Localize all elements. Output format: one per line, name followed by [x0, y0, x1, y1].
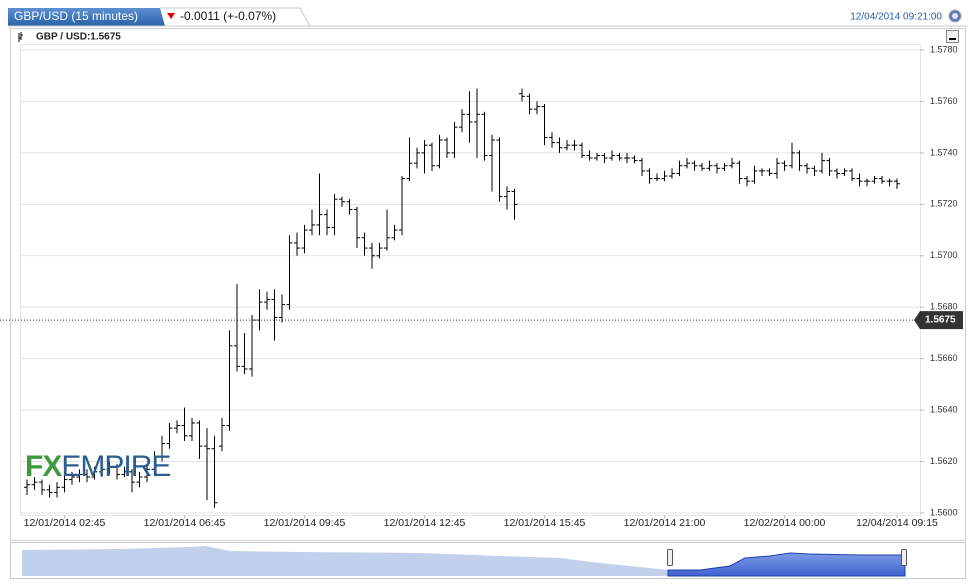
y-tick-label: 1.5780 [930, 44, 958, 54]
y-tick-label: 1.5700 [930, 250, 958, 260]
series-label: GBP / USD:1.5675 [36, 32, 121, 43]
title-tab[interactable] [8, 8, 165, 26]
navigator-handle[interactable] [667, 549, 673, 566]
change: -0.0011 (+-0.07%) [180, 9, 276, 23]
x-tick-label: 12/01/2014 12:45 [384, 517, 466, 529]
plot-area [20, 44, 921, 516]
y-tick-label: 1.5600 [930, 507, 958, 517]
minimize-button[interactable] [946, 30, 959, 43]
navigator-history [22, 546, 668, 576]
logo: FXEMPIRE [25, 450, 170, 483]
chart-title: GBP/USD (15 minutes) [14, 9, 138, 23]
y-tick-label: 1.5680 [930, 302, 958, 312]
down-arrow [167, 13, 175, 19]
y-tick-label: 1.5640 [930, 404, 958, 414]
x-tick-label: 12/04/2014 09:15 [856, 517, 938, 529]
navigator-handle[interactable] [901, 549, 907, 566]
logo-suffix: EMPIRE [61, 450, 170, 483]
x-tick-label: 12/01/2014 06:45 [144, 517, 226, 529]
ohlc-icon [18, 32, 23, 42]
timestamp: 12/04/2014 09:21:00 [850, 12, 942, 23]
x-tick-label: 12/02/2014 00:00 [744, 517, 826, 529]
x-tick-label: 12/01/2014 15:45 [504, 517, 586, 529]
status-icon-dot [952, 13, 958, 19]
last-price-badge [914, 311, 963, 330]
y-tick-label: 1.5720 [930, 199, 958, 209]
x-tick-label: 12/01/2014 09:45 [264, 517, 346, 529]
x-tick-label: 12/01/2014 02:45 [24, 517, 106, 529]
last-price-label: 1.5675 [925, 315, 956, 326]
y-tick-label: 1.5620 [930, 456, 958, 466]
x-tick-label: 12/01/2014 21:00 [624, 517, 706, 529]
y-tick-label: 1.5740 [930, 147, 958, 157]
tab-border [160, 7, 311, 27]
y-tick-label: 1.5660 [930, 353, 958, 363]
logo-prefix: FX [25, 450, 62, 483]
y-tick-label: 1.5760 [930, 96, 958, 106]
plot: 1.5600 1.5620 1.5640 1.5660 1.5680 1.5700 1.57… [0, 44, 963, 529]
